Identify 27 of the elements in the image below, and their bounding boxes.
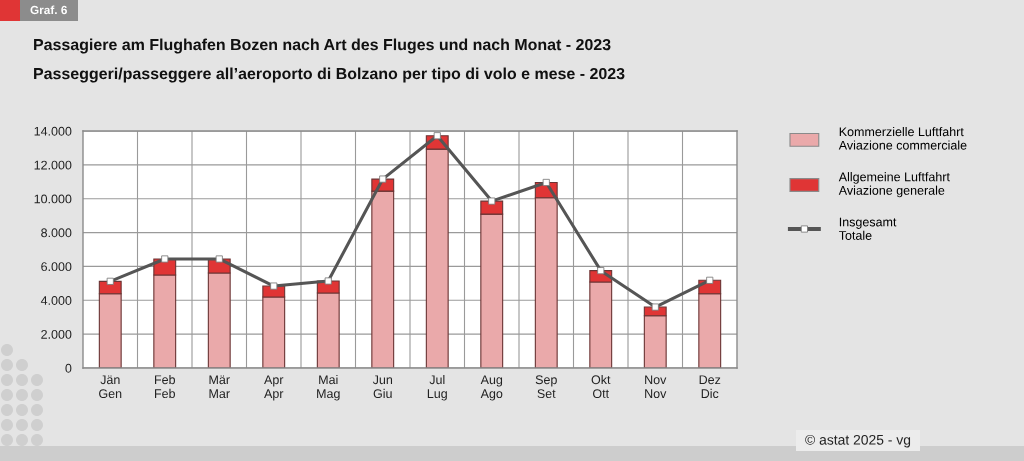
legend-label: Allgemeine Luftfahrt Aviazione generale	[838, 172, 950, 198]
x-tick-label: Aug Ago	[480, 375, 503, 401]
x-tick-label: Nov Nov	[645, 375, 667, 399]
y-tick-label: 2.000	[41, 329, 72, 339]
chart-title: Passagiere am Flughafen Bozen nach Art des Fluges und nach Monat - 2023	[34, 38, 611, 54]
chart-subtitle: Passeggeri/passeggere all’aeroporto di Bolzano per tipo di volo e mese - 2023	[34, 67, 625, 83]
x-tick-label: Dez Dic	[699, 375, 721, 399]
x-tick-label: Sep Set	[535, 375, 557, 399]
x-tick-label: Jun Giu	[372, 375, 393, 399]
y-tick-label: 4.000	[40, 296, 72, 305]
x-tick-label: Jul Lug	[427, 374, 447, 401]
x-tick-label: Okt Ott	[591, 374, 611, 399]
text: Graf. 6	[30, 5, 67, 15]
y-tick-label: 12.000	[34, 160, 72, 170]
y-tick-label: 14.000	[34, 126, 72, 136]
x-tick-label: Apr Apr	[264, 375, 284, 401]
y-tick-label: 10.000	[34, 194, 72, 204]
y-tick-label: 6.000	[41, 262, 72, 272]
y-tick-label: 0	[65, 363, 72, 373]
y-tick-label: 8.000	[41, 228, 72, 238]
x-tick-label: Feb Feb	[155, 374, 175, 399]
x-tick-label: Mär Mar	[209, 375, 230, 399]
x-tick-label: Mai Mag	[317, 374, 340, 401]
text: © astat 2025 - vg	[805, 434, 911, 448]
legend-label: Insgesamt Totale	[839, 217, 897, 240]
x-tick-label: Jän Gen	[99, 375, 122, 399]
legend-label: Kommerzielle Luftfahrt Aviazione commerciale	[838, 127, 967, 150]
